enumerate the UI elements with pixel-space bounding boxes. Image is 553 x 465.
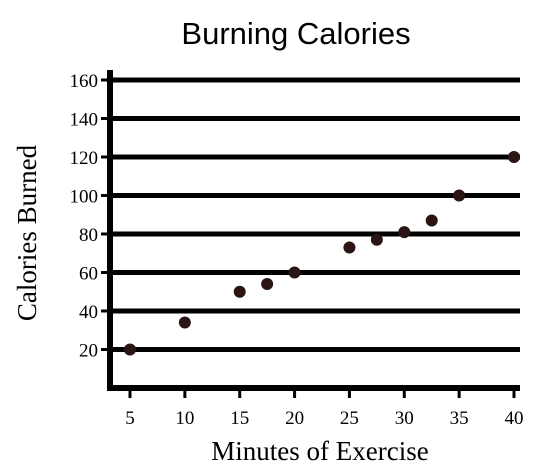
- chart-title: Burning Calories: [181, 16, 410, 51]
- x-tick-label: 40: [505, 408, 524, 429]
- y-tick-label: 100: [70, 187, 99, 208]
- axes: [101, 70, 520, 398]
- data-point: [124, 343, 136, 356]
- data-point: [425, 214, 438, 227]
- data-point: [233, 285, 246, 298]
- x-tick-label: 15: [230, 408, 249, 429]
- y-tick-label: 20: [79, 341, 98, 362]
- x-tick-label: 25: [340, 408, 359, 429]
- gridlines: [110, 77, 520, 352]
- data-point: [508, 151, 520, 163]
- y-tick-label: 40: [79, 302, 98, 323]
- data-points: [124, 151, 520, 356]
- x-tick-label: 20: [285, 408, 304, 429]
- x-axis-label: Minutes of Exercise: [211, 436, 428, 465]
- data-point: [370, 233, 383, 246]
- y-tick-labels: 20 40 60 80 100 120 140 160: [70, 71, 99, 362]
- y-tick-label: 60: [79, 264, 98, 285]
- y-axis-label: Calories Burned: [12, 144, 42, 321]
- y-tick-label: 80: [79, 225, 98, 246]
- data-point: [288, 266, 301, 279]
- x-tick-labels: 5 10 15 20 25 30 35 40: [125, 408, 523, 429]
- data-point: [343, 241, 356, 254]
- x-tick-label: 30: [395, 408, 414, 429]
- y-tick-label: 140: [70, 110, 99, 131]
- data-point: [453, 189, 466, 202]
- data-point: [261, 278, 274, 291]
- data-point: [178, 316, 191, 329]
- y-tick-label: 160: [70, 71, 99, 92]
- y-tick-label: 120: [70, 148, 99, 169]
- data-point: [398, 226, 411, 239]
- x-tick-label: 10: [175, 408, 194, 429]
- x-tick-label: 5: [125, 408, 135, 429]
- x-tick-label: 35: [450, 408, 469, 429]
